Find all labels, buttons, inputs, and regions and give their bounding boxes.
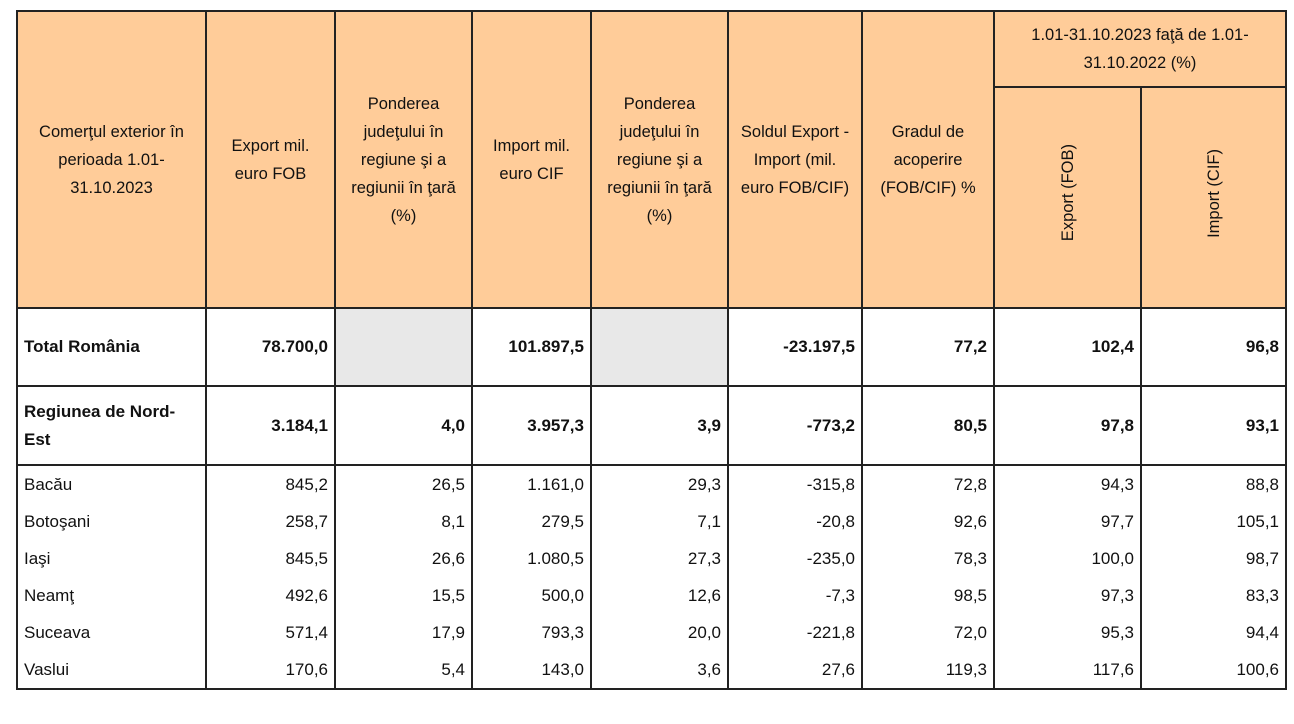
table-row: Bacău 845,2 26,5 1.161,0 29,3 -315,8 72,8 94,3 8… — [16, 465, 1287, 503]
row-total: Total România 78.700,0 101.897,5 -23.197… — [16, 307, 1287, 387]
cell-share-import: 3,9 — [590, 385, 729, 466]
cell-export: 258,7 — [205, 503, 336, 540]
header-comparison: 1.01-31.10.2023 faţă de 1.01-31.10.2022 … — [993, 10, 1287, 88]
cell-share-export — [334, 307, 473, 387]
cell-export: 170,6 — [205, 651, 336, 690]
cell-import: 101.897,5 — [471, 307, 592, 387]
cell-cmp-import: 88,8 — [1140, 465, 1287, 503]
header-cmp-export-label: Export (FOB) — [1058, 144, 1077, 242]
table-row: Vaslui 170,6 5,4 143,0 3,6 27,6 119,3 117,6 100,… — [16, 651, 1287, 690]
table-row: Neamţ 492,6 15,5 500,0 12,6 -7,3 98,5 97,3 83,3 — [16, 577, 1287, 614]
cell-share-export: 15,5 — [334, 577, 473, 614]
cell-coverage: 98,5 — [861, 577, 995, 614]
cell-cmp-import: 96,8 — [1140, 307, 1287, 387]
cell-coverage: 77,2 — [861, 307, 995, 387]
cell-cmp-import: 93,1 — [1140, 385, 1287, 466]
cell-share-export: 26,6 — [334, 540, 473, 577]
cell-export: 571,4 — [205, 614, 336, 651]
cell-cmp-export: 94,3 — [993, 465, 1142, 503]
cell-balance: -221,8 — [727, 614, 863, 651]
cell-share-export: 17,9 — [334, 614, 473, 651]
cell-share-import: 3,6 — [590, 651, 729, 690]
header-cmp-import: Import (CIF) — [1140, 86, 1287, 309]
cell-share-import: 29,3 — [590, 465, 729, 503]
cell-import: 3.957,3 — [471, 385, 592, 466]
cell-coverage: 119,3 — [861, 651, 995, 690]
cell-share-import: 12,6 — [590, 577, 729, 614]
cell-cmp-import: 105,1 — [1140, 503, 1287, 540]
table-row: Botoşani 258,7 8,1 279,5 7,1 -20,8 92,6 97,7 105… — [16, 503, 1287, 540]
table-row: Iaşi 845,5 26,6 1.080,5 27,3 -235,0 78,3 100,0 9… — [16, 540, 1287, 577]
cell-balance: -773,2 — [727, 385, 863, 466]
cell-cmp-export: 95,3 — [993, 614, 1142, 651]
cell-share-export: 4,0 — [334, 385, 473, 466]
cell-import: 143,0 — [471, 651, 592, 690]
cell-coverage: 78,3 — [861, 540, 995, 577]
cell-name: Botoşani — [16, 503, 207, 540]
cell-balance: -315,8 — [727, 465, 863, 503]
cell-share-export: 8,1 — [334, 503, 473, 540]
cell-share-import: 27,3 — [590, 540, 729, 577]
header-cmp-export: Export (FOB) — [993, 86, 1142, 309]
cell-coverage: 92,6 — [861, 503, 995, 540]
header-share-export: Ponderea judeţului în regiune şi a regiu… — [334, 10, 473, 309]
cell-balance: -20,8 — [727, 503, 863, 540]
header-share-import: Ponderea judeţului în regiune şi a regiu… — [590, 10, 729, 309]
cell-import: 1.161,0 — [471, 465, 592, 503]
cell-share-import: 7,1 — [590, 503, 729, 540]
cell-export: 845,2 — [205, 465, 336, 503]
cell-balance: -235,0 — [727, 540, 863, 577]
cell-import: 793,3 — [471, 614, 592, 651]
cell-name: Vaslui — [16, 651, 207, 690]
cell-name: Bacău — [16, 465, 207, 503]
header-balance: Soldul Export - Import (mil. euro FOB/CI… — [727, 10, 863, 309]
cell-coverage: 72,0 — [861, 614, 995, 651]
cell-share-export: 26,5 — [334, 465, 473, 503]
cell-balance: 27,6 — [727, 651, 863, 690]
cell-share-export: 5,4 — [334, 651, 473, 690]
cell-cmp-export: 100,0 — [993, 540, 1142, 577]
cell-import: 279,5 — [471, 503, 592, 540]
header-import: Import mil. euro CIF — [471, 10, 592, 309]
trade-table: Comerţul exterior în perioada 1.01-31.10… — [16, 10, 1287, 690]
cell-coverage: 80,5 — [861, 385, 995, 466]
cell-share-import: 20,0 — [590, 614, 729, 651]
cell-share-import — [590, 307, 729, 387]
cell-cmp-import: 100,6 — [1140, 651, 1287, 690]
table-row: Suceava 571,4 17,9 793,3 20,0 -221,8 72,0 95,3 9… — [16, 614, 1287, 651]
cell-import: 500,0 — [471, 577, 592, 614]
cell-export: 3.184,1 — [205, 385, 336, 466]
cell-cmp-export: 97,7 — [993, 503, 1142, 540]
cell-import: 1.080,5 — [471, 540, 592, 577]
cell-cmp-export: 102,4 — [993, 307, 1142, 387]
cell-cmp-export: 117,6 — [993, 651, 1142, 690]
cell-cmp-import: 98,7 — [1140, 540, 1287, 577]
cell-name: Suceava — [16, 614, 207, 651]
cell-name: Iaşi — [16, 540, 207, 577]
cell-cmp-import: 83,3 — [1140, 577, 1287, 614]
cell-cmp-export: 97,8 — [993, 385, 1142, 466]
cell-name: Total România — [16, 307, 207, 387]
row-region: Regiunea de Nord-Est 3.184,1 4,0 3.957,3… — [16, 385, 1287, 466]
cell-export: 845,5 — [205, 540, 336, 577]
header-export: Export mil. euro FOB — [205, 10, 336, 309]
header-cmp-import-label: Import (CIF) — [1204, 148, 1223, 238]
header-coverage: Gradul de acoperire (FOB/CIF) % — [861, 10, 995, 309]
cell-name: Regiunea de Nord-Est — [16, 385, 207, 466]
cell-export: 492,6 — [205, 577, 336, 614]
cell-cmp-export: 97,3 — [993, 577, 1142, 614]
cell-name: Neamţ — [16, 577, 207, 614]
header-period: Comerţul exterior în perioada 1.01-31.10… — [16, 10, 207, 309]
cell-export: 78.700,0 — [205, 307, 336, 387]
cell-balance: -23.197,5 — [727, 307, 863, 387]
cell-balance: -7,3 — [727, 577, 863, 614]
cell-coverage: 72,8 — [861, 465, 995, 503]
cell-cmp-import: 94,4 — [1140, 614, 1287, 651]
